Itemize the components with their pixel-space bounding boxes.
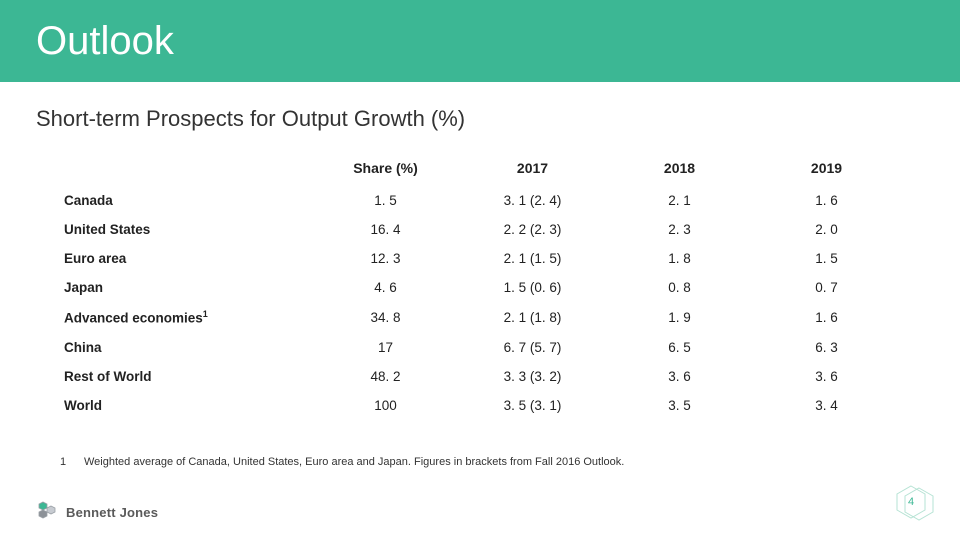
cell: 100 xyxy=(312,391,459,420)
col-header: 2018 xyxy=(606,152,753,186)
table-row: China176. 7 (5. 7)6. 56. 3 xyxy=(60,333,900,362)
cell: 6. 7 (5. 7) xyxy=(459,333,606,362)
hex-cluster-icon xyxy=(34,500,58,524)
cell: 17 xyxy=(312,333,459,362)
row-label: World xyxy=(60,391,312,420)
page-number-badge: 4 xyxy=(886,482,936,522)
cell: 16. 4 xyxy=(312,215,459,244)
cell: 6. 3 xyxy=(753,333,900,362)
cell: 12. 3 xyxy=(312,244,459,273)
cell: 3. 6 xyxy=(606,362,753,391)
table-row: United States16. 42. 2 (2. 3)2. 32. 0 xyxy=(60,215,900,244)
col-header-region xyxy=(60,152,312,186)
cell: 1. 6 xyxy=(753,302,900,333)
header-band: Outlook xyxy=(0,0,960,82)
cell: 3. 5 (3. 1) xyxy=(459,391,606,420)
page-number: 4 xyxy=(908,496,914,508)
table-row: Rest of World48. 23. 3 (3. 2)3. 63. 6 xyxy=(60,362,900,391)
slide: Outlook Short-term Prospects for Output … xyxy=(0,0,960,540)
cell: 1. 5 xyxy=(312,186,459,215)
brand-logo: Bennett Jones xyxy=(34,500,158,524)
cell: 3. 3 (3. 2) xyxy=(459,362,606,391)
footnote-number: 1 xyxy=(60,456,70,468)
subtitle: Short-term Prospects for Output Growth (… xyxy=(36,106,465,132)
page-title: Outlook xyxy=(36,19,174,64)
cell: 2. 1 xyxy=(606,186,753,215)
table-row: Advanced economies134. 82. 1 (1. 8)1. 91… xyxy=(60,302,900,333)
cell: 2. 1 (1. 5) xyxy=(459,244,606,273)
cell: 2. 3 xyxy=(606,215,753,244)
cell: 6. 5 xyxy=(606,333,753,362)
row-label: Euro area xyxy=(60,244,312,273)
cell: 3. 1 (2. 4) xyxy=(459,186,606,215)
table-row: Japan4. 61. 5 (0. 6)0. 80. 7 xyxy=(60,273,900,302)
cell: 3. 5 xyxy=(606,391,753,420)
table-row: World1003. 5 (3. 1)3. 53. 4 xyxy=(60,391,900,420)
cell: 0. 8 xyxy=(606,273,753,302)
cell: 34. 8 xyxy=(312,302,459,333)
cell: 4. 6 xyxy=(312,273,459,302)
cell: 3. 4 xyxy=(753,391,900,420)
cell: 2. 2 (2. 3) xyxy=(459,215,606,244)
cell: 2. 0 xyxy=(753,215,900,244)
row-label: Japan xyxy=(60,273,312,302)
cell: 2. 1 (1. 8) xyxy=(459,302,606,333)
cell: 1. 8 xyxy=(606,244,753,273)
row-label: Advanced economies1 xyxy=(60,302,312,333)
cell: 3. 6 xyxy=(753,362,900,391)
cell: 48. 2 xyxy=(312,362,459,391)
footnote-text: Weighted average of Canada, United State… xyxy=(84,456,624,468)
growth-table: Share (%)201720182019 Canada1. 53. 1 (2.… xyxy=(60,152,900,420)
row-label: China xyxy=(60,333,312,362)
col-header: 2017 xyxy=(459,152,606,186)
row-label: Canada xyxy=(60,186,312,215)
brand-name: Bennett Jones xyxy=(66,505,158,520)
cell: 1. 9 xyxy=(606,302,753,333)
cell: 1. 6 xyxy=(753,186,900,215)
cell: 1. 5 (0. 6) xyxy=(459,273,606,302)
cell: 0. 7 xyxy=(753,273,900,302)
col-header: Share (%) xyxy=(312,152,459,186)
table-row: Euro area12. 32. 1 (1. 5)1. 81. 5 xyxy=(60,244,900,273)
table-row: Canada1. 53. 1 (2. 4)2. 11. 6 xyxy=(60,186,900,215)
row-label-sup: 1 xyxy=(203,309,208,319)
footnote: 1 Weighted average of Canada, United Sta… xyxy=(60,456,624,468)
row-label: United States xyxy=(60,215,312,244)
row-label: Rest of World xyxy=(60,362,312,391)
col-header: 2019 xyxy=(753,152,900,186)
cell: 1. 5 xyxy=(753,244,900,273)
